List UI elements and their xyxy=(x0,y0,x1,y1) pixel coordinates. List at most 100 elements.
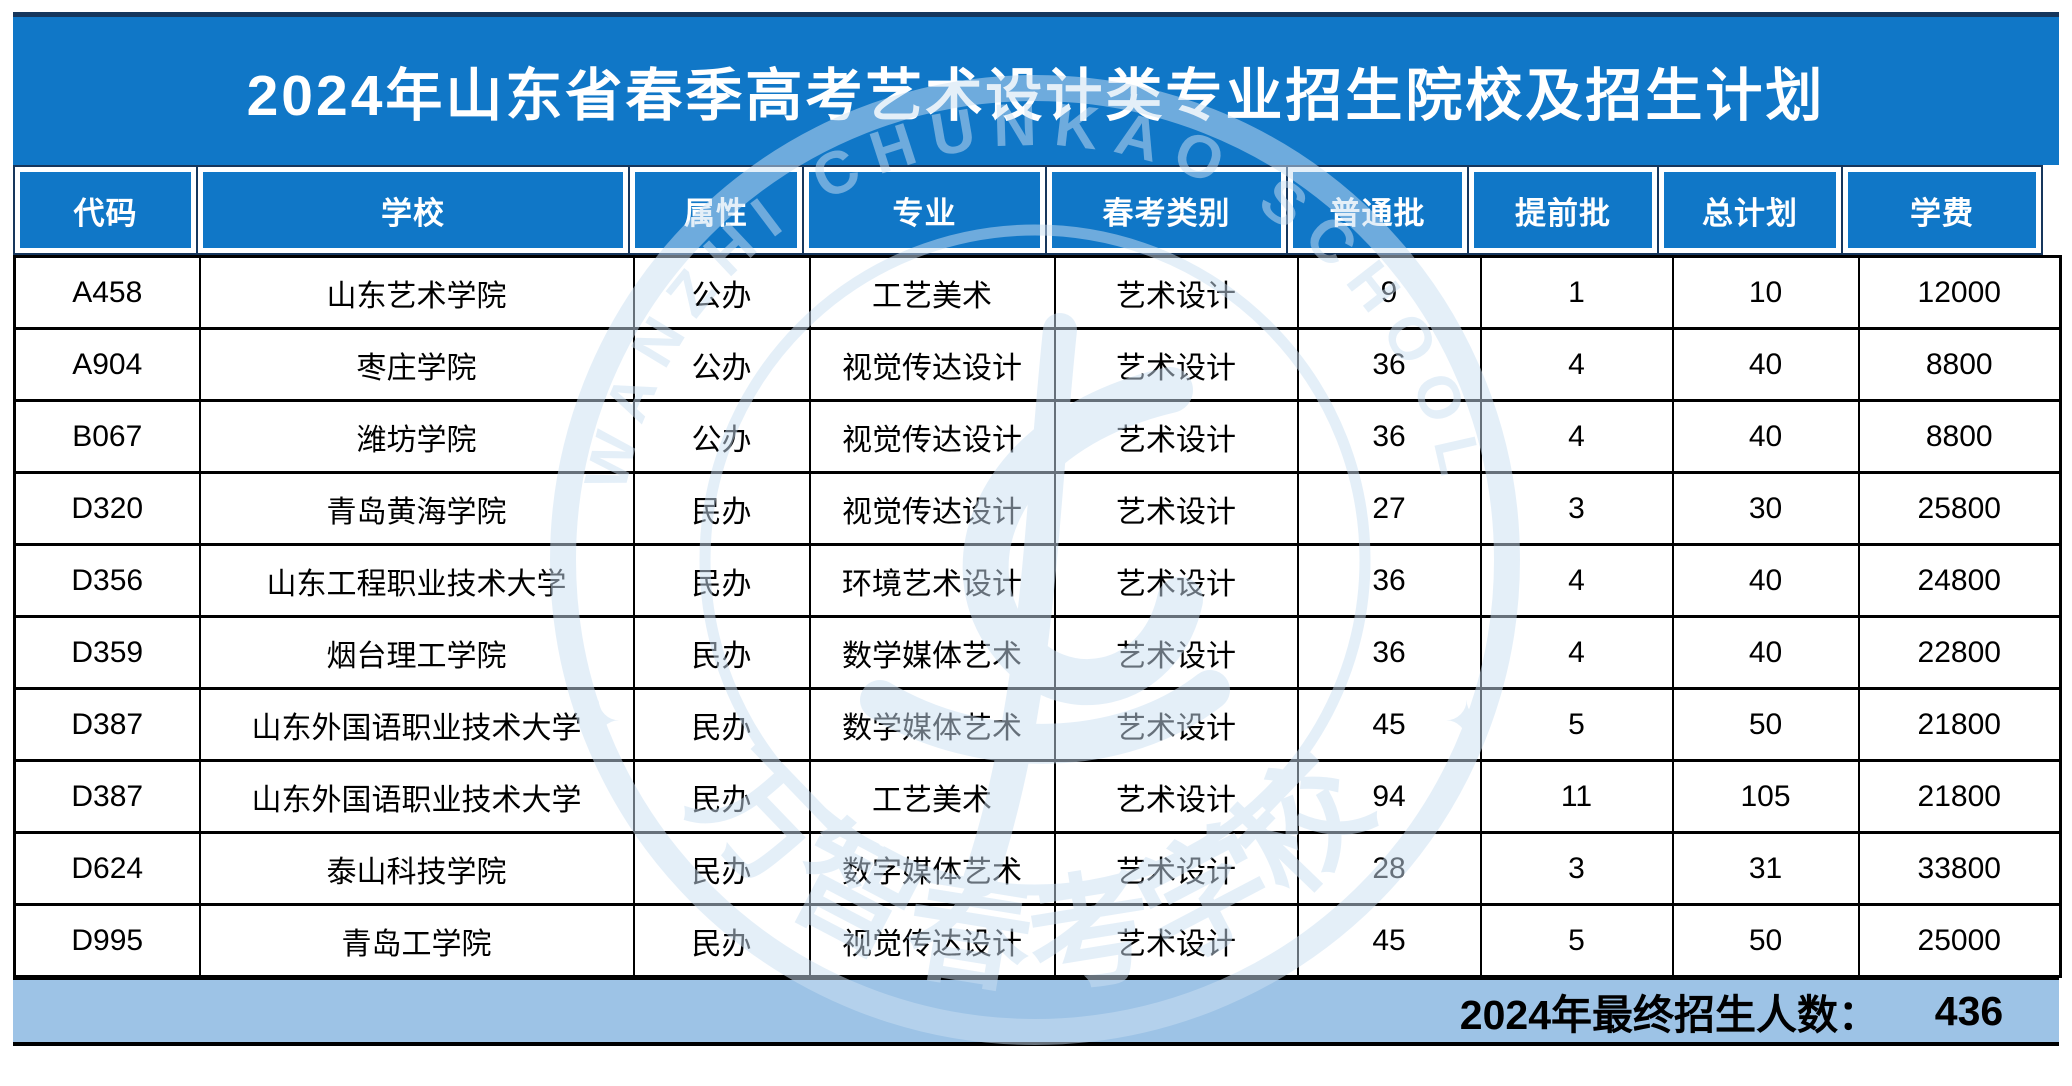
table-cell: 视觉传达设计 xyxy=(808,399,1056,474)
table-cell: 艺术设计 xyxy=(1053,687,1299,762)
table-cell: 4 xyxy=(1479,615,1674,690)
table-cell: 25800 xyxy=(1857,471,2062,546)
table-row: D387 山东外国语职业技术大学 民办 工艺美术 艺术设计 94 11 105 21800 xyxy=(13,759,2062,834)
table-cell: 5 xyxy=(1479,687,1674,762)
table-cell: A458 xyxy=(13,255,201,330)
table-cell: D387 xyxy=(13,759,201,834)
table-cell: 公办 xyxy=(632,327,811,402)
table-cell: 山东工程职业技术大学 xyxy=(198,543,635,618)
admission-table: A458 山东艺术学院 公办 工艺美术 艺术设计 9 1 10 12000 A904 枣庄学院 公办视… xyxy=(13,255,2062,978)
column-header-7: 提前批 xyxy=(1467,165,1659,255)
table-cell: 视觉传达设计 xyxy=(808,903,1056,978)
table-cell: D356 xyxy=(13,543,201,618)
table-cell: 21800 xyxy=(1857,687,2062,762)
table-cell: 潍坊学院 xyxy=(198,399,635,474)
table-cell: 民办 xyxy=(632,903,811,978)
table-row: D320 青岛黄海学院 民办 视觉传达设计 艺术设计 27 3 30 25800 xyxy=(13,471,2062,546)
column-header-8: 总计划 xyxy=(1657,165,1843,255)
table-cell: 民办 xyxy=(632,543,811,618)
table-cell: 青岛工学院 xyxy=(198,903,635,978)
column-header-4: 专业 xyxy=(802,165,1047,255)
table-cell: 山东艺术学院 xyxy=(198,255,635,330)
table-row: D387 山东外国语职业技术大学 民办 数学媒体艺术 艺术设计 45 5 50 21800 xyxy=(13,687,2062,762)
table-cell: 3 xyxy=(1479,831,1674,906)
table-cell: 数学媒体艺术 xyxy=(808,615,1056,690)
table-cell: 40 xyxy=(1671,543,1860,618)
table-cell: 94 xyxy=(1296,759,1482,834)
table-cell: 40 xyxy=(1671,399,1860,474)
table-row: A904 枣庄学院 公办 视觉传达设计 艺术设计 36 4 40 8800 xyxy=(13,327,2062,402)
table-cell: D320 xyxy=(13,471,201,546)
table-cell: A904 xyxy=(13,327,201,402)
table-header-row: 代码 学校 属性 专业 春考类别 普通批 提前批 总计划 学费 xyxy=(13,165,2059,255)
table-cell: 105 xyxy=(1671,759,1860,834)
column-header-label: 属性 xyxy=(635,172,797,248)
table-cell: D359 xyxy=(13,615,201,690)
column-header-1: 代码 xyxy=(13,165,198,255)
table-cell: 艺术设计 xyxy=(1053,471,1299,546)
table-cell: 艺术设计 xyxy=(1053,255,1299,330)
table-row: B067 潍坊学院 公办 视觉传达设计 艺术设计 36 4 40 8800 xyxy=(13,399,2062,474)
table-row: D624 泰山科技学院 民办 数字媒体艺术 艺术设计 28 3 31 33800 xyxy=(13,831,2062,906)
table-cell: 艺术设计 xyxy=(1053,831,1299,906)
table-cell: D995 xyxy=(13,903,201,978)
table-cell: 公办 xyxy=(632,399,811,474)
column-header-label: 学费 xyxy=(1848,172,2036,248)
table-cell: 40 xyxy=(1671,615,1860,690)
table-cell: 36 xyxy=(1296,327,1482,402)
table-cell: 36 xyxy=(1296,615,1482,690)
table-cell: 艺术设计 xyxy=(1053,399,1299,474)
table-cell: D387 xyxy=(13,687,201,762)
summary-label: 2024年最终招生人数： xyxy=(1459,992,1879,1038)
table-cell: 艺术设计 xyxy=(1053,543,1299,618)
table-cell: 视觉传达设计 xyxy=(808,327,1056,402)
table-cell: B067 xyxy=(13,399,201,474)
summary-total-value: 436 xyxy=(1934,987,2004,1034)
column-header-label: 普通批 xyxy=(1293,172,1462,248)
table-cell: 28 xyxy=(1296,831,1482,906)
table-cell: 山东外国语职业技术大学 xyxy=(198,759,635,834)
table-cell: 45 xyxy=(1296,903,1482,978)
table-cell: 山东外国语职业技术大学 xyxy=(198,687,635,762)
table-cell: 青岛黄海学院 xyxy=(198,471,635,546)
column-header-label: 提前批 xyxy=(1474,172,1652,248)
table-cell: 1 xyxy=(1479,255,1674,330)
table-cell: 3 xyxy=(1479,471,1674,546)
table-row: D359 烟台理工学院 民办 数学媒体艺术 艺术设计 36 4 40 22800 xyxy=(13,615,2062,690)
table-cell: 21800 xyxy=(1857,759,2062,834)
table-cell: 工艺美术 xyxy=(808,255,1056,330)
table-cell: 36 xyxy=(1296,543,1482,618)
table-cell: 45 xyxy=(1296,687,1482,762)
summary-bar: 2024年最终招生人数： 436 xyxy=(13,978,2059,1046)
table-cell: 50 xyxy=(1671,903,1860,978)
table-row: D995 青岛工学院 民办 视觉传达设计 艺术设计 45 5 50 25000 xyxy=(13,903,2062,978)
table-cell: 36 xyxy=(1296,399,1482,474)
table-row: D356 山东工程职业技术大学 民办 环境艺术设计 艺术设计 36 4 40 24800 xyxy=(13,543,2062,618)
table-cell: 33800 xyxy=(1857,831,2062,906)
table-cell: 25000 xyxy=(1857,903,2062,978)
table-cell: 艺术设计 xyxy=(1053,903,1299,978)
table-cell: 22800 xyxy=(1857,615,2062,690)
table-cell: 27 xyxy=(1296,471,1482,546)
table-cell: 4 xyxy=(1479,399,1674,474)
column-header-label: 代码 xyxy=(20,172,191,248)
table-cell: 烟台理工学院 xyxy=(198,615,635,690)
table-cell: 艺术设计 xyxy=(1053,759,1299,834)
table-cell: 8800 xyxy=(1857,399,2062,474)
table-cell: 50 xyxy=(1671,687,1860,762)
column-header-9: 学费 xyxy=(1841,165,2043,255)
table-cell: 环境艺术设计 xyxy=(808,543,1056,618)
table-cell: 民办 xyxy=(632,615,811,690)
table-cell: 10 xyxy=(1671,255,1860,330)
column-header-6: 普通批 xyxy=(1286,165,1469,255)
column-header-label: 总计划 xyxy=(1664,172,1836,248)
table-cell: 艺术设计 xyxy=(1053,327,1299,402)
column-header-label: 学校 xyxy=(203,172,623,248)
table-cell: 12000 xyxy=(1857,255,2062,330)
table-cell: 数学媒体艺术 xyxy=(808,687,1056,762)
table-cell: 8800 xyxy=(1857,327,2062,402)
table-cell: 民办 xyxy=(632,759,811,834)
table-cell: D624 xyxy=(13,831,201,906)
table-cell: 视觉传达设计 xyxy=(808,471,1056,546)
